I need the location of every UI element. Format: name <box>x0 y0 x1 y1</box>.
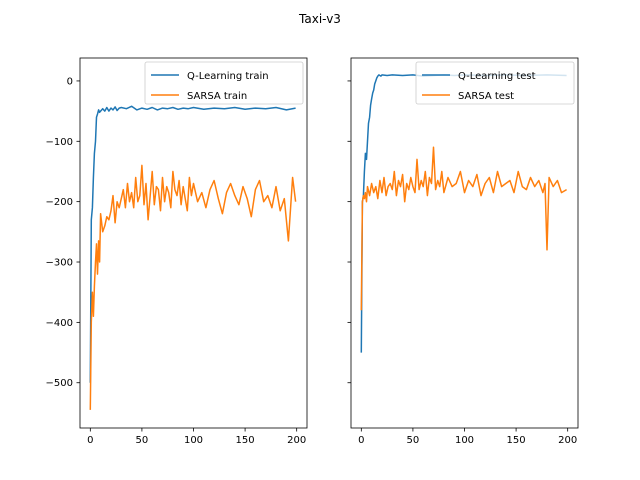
right-subplot: 0 50 100 150 200 Q-Learning test SARSA test <box>347 57 579 446</box>
x-tick-label: 50 <box>407 435 420 446</box>
legend-label: SARSA train <box>187 91 247 102</box>
x-tick-label: 150 <box>507 435 526 446</box>
legend-label: Q-Learning test <box>458 71 536 82</box>
legend-box <box>415 61 575 105</box>
x-tick-label: 50 <box>136 435 149 446</box>
y-tick-label: 0 <box>67 76 73 87</box>
x-tick-label: 0 <box>358 435 364 446</box>
legend-label: SARSA test <box>458 91 514 102</box>
x-tick-label: 0 <box>87 435 93 446</box>
plot-area <box>351 58 578 428</box>
series-line-q-learning-train <box>89 105 296 383</box>
y-tick-label: −100 <box>46 137 73 148</box>
legend: Q-Learning train SARSA train <box>144 61 304 105</box>
x-tick-label: 200 <box>558 435 577 446</box>
legend: Q-Learning test SARSA test <box>415 61 575 105</box>
y-tick-label: −400 <box>46 318 73 329</box>
series-line-sarsa-train <box>89 164 297 410</box>
y-tick-label: −200 <box>46 197 73 208</box>
x-tick-label: 200 <box>287 435 306 446</box>
left-subplot: 0 50 100 150 200 0 −100 −200 −300 −400 −500 Q-Learn… <box>46 57 308 446</box>
y-tick-label: −300 <box>46 258 73 269</box>
x-tick-label: 150 <box>236 435 255 446</box>
plot-area <box>80 58 307 428</box>
series-line-sarsa-test <box>360 146 567 311</box>
x-tick-label: 100 <box>455 435 474 446</box>
legend-label: Q-Learning train <box>187 71 269 82</box>
x-tick-label: 100 <box>184 435 203 446</box>
legend-box <box>144 61 304 105</box>
y-tick-label: −500 <box>46 378 73 389</box>
figure-title: Taxi-v3 <box>298 12 341 26</box>
